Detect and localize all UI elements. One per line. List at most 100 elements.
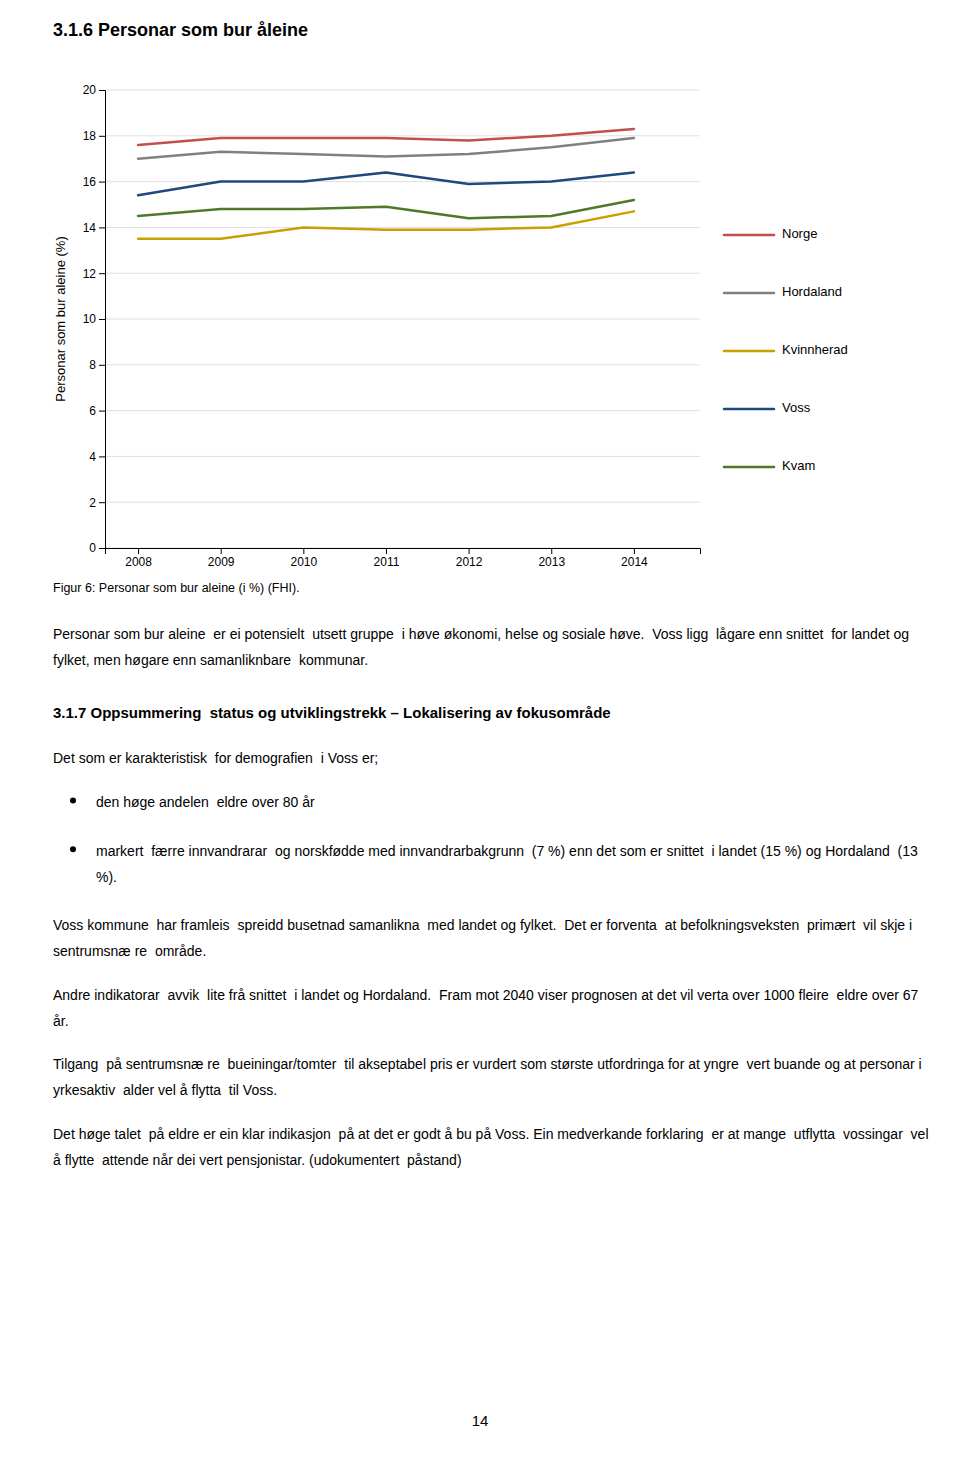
- x-tick: 2009: [208, 548, 235, 569]
- x-tick: 2008: [125, 548, 152, 569]
- legend: Norge Hordaland Kvinnherad Voss Kvam: [724, 226, 848, 473]
- legend-item: Kvinnherad: [724, 342, 848, 357]
- y-tick: 10: [83, 312, 105, 326]
- bullet-text: markert færre innvandrarar og norskfødde…: [96, 843, 918, 885]
- y-tick-mark: [99, 411, 105, 412]
- y-tick-mark: [99, 365, 105, 366]
- x-axis-line: [106, 549, 701, 555]
- page-number: 14: [472, 1412, 489, 1429]
- y-tick: 12: [83, 267, 105, 281]
- y-tick-label: 2: [89, 496, 96, 510]
- legend-label: Norge: [782, 226, 817, 241]
- y-axis: 0 2 4 6 8 10 12 14 16 18 20: [83, 83, 106, 555]
- x-tick-mark: [138, 548, 139, 554]
- x-tick-label: 2008: [125, 555, 152, 569]
- y-tick-label: 12: [83, 267, 97, 281]
- text-line: Andre indikatorar avvik lite frå snittet…: [53, 987, 919, 1003]
- background: [0, 0, 960, 1463]
- grid-line: [105, 410, 700, 411]
- y-tick-mark: [99, 182, 105, 183]
- y-tick-mark: [99, 136, 105, 137]
- x-tick: 2011: [374, 548, 400, 569]
- x-tick: 2010: [290, 548, 317, 569]
- y-tick-label: 20: [83, 83, 97, 97]
- legend-item: Kvam: [724, 458, 815, 473]
- legend-label: Kvinnherad: [782, 342, 848, 357]
- lines: [138, 129, 634, 239]
- chart-title: 3.1.6 Personar som bur åleine: [53, 20, 308, 40]
- series-line: [138, 200, 634, 218]
- y-tick-mark: [99, 502, 105, 503]
- x-tick-mark: [634, 548, 635, 554]
- paragraph: Tilgang på sentrumsnæ re bueiningar/tomt…: [53, 1056, 922, 1098]
- paragraph: Det høge talet på eldre er ein klar indi…: [53, 1126, 929, 1168]
- paragraph: Andre indikatorar avvik lite frå snittet…: [53, 987, 919, 1029]
- series-line: [138, 129, 634, 145]
- section-heading: 3.1.7 Oppsummering status og utviklingst…: [53, 704, 611, 721]
- chart: 2008200920102011201220132014024681012141…: [53, 83, 701, 568]
- grid-line: [105, 135, 700, 136]
- x-tick-mark: [221, 548, 222, 554]
- y-tick: 8: [89, 358, 105, 372]
- y-tick: 6: [89, 404, 105, 418]
- y-tick-label: 18: [83, 129, 97, 143]
- x-tick: 2014: [621, 548, 648, 569]
- x-tick-label: 2010: [290, 555, 317, 569]
- y-tick-label: 10: [83, 312, 97, 326]
- body-text: Personar som bur aleine er ei potensielt…: [53, 626, 929, 1168]
- bullet-marker: [70, 798, 76, 804]
- grid-line: [105, 227, 700, 228]
- y-tick: 2: [89, 496, 105, 510]
- text-line: Det høge talet på eldre er ein klar indi…: [53, 1126, 929, 1142]
- text-line: å flytte attende når dei vert pensjonist…: [53, 1152, 462, 1168]
- legend-item: Hordaland: [724, 284, 842, 299]
- y-tick: 16: [83, 175, 105, 189]
- grid-line: [105, 364, 700, 365]
- y-tick-label: 4: [89, 450, 96, 464]
- y-tick: 18: [83, 129, 105, 143]
- series-line: [138, 172, 634, 195]
- x-tick-label: 2011: [374, 555, 400, 569]
- y-tick: 0: [89, 541, 105, 555]
- text-line: Det som er karakteristisk for demografie…: [53, 750, 378, 766]
- y-tick-label: 14: [83, 221, 97, 235]
- y-tick-label: 0: [89, 541, 96, 555]
- y-tick: 14: [83, 221, 105, 235]
- text-line: sentrumsnæ re område.: [53, 943, 206, 959]
- paragraph: Det som er karakteristisk for demografie…: [53, 750, 378, 766]
- x-axis: 2008200920102011201220132014: [106, 548, 701, 569]
- text-line: år.: [53, 1013, 69, 1029]
- legend-swatch: [724, 234, 774, 237]
- text-line: %).: [96, 869, 117, 885]
- grid-line: [105, 319, 700, 320]
- legend-item: Norge: [724, 226, 817, 241]
- grid-line: [105, 90, 700, 91]
- grid: [105, 90, 700, 548]
- text-line: den høge andelen eldre over 80 år: [96, 794, 315, 810]
- series-line: [138, 138, 634, 159]
- y-tick-mark: [99, 273, 105, 274]
- x-tick-mark: [386, 548, 387, 554]
- text-line: 3.1.7 Oppsummering status og utviklingst…: [53, 704, 611, 721]
- y-axis-title: Personar som bur aleine (%): [53, 236, 68, 401]
- paragraph: Personar som bur aleine er ei potensielt…: [53, 626, 909, 668]
- legend-swatch: [724, 408, 774, 411]
- x-tick-label: 2014: [621, 555, 648, 569]
- legend-item: Voss: [724, 400, 811, 415]
- bullet-marker: [70, 846, 76, 852]
- grid-line: [105, 502, 700, 503]
- x-tick-mark: [303, 548, 304, 554]
- paragraph: Voss kommune har framleis spreidd busetn…: [53, 917, 912, 959]
- grid-line: [105, 456, 700, 457]
- legend-label: Hordaland: [782, 284, 842, 299]
- text-line: fylket, men høgare enn samanliknbare kom…: [53, 652, 368, 668]
- y-tick-label: 16: [83, 175, 97, 189]
- y-tick-mark: [99, 227, 105, 228]
- y-tick-mark: [99, 90, 105, 91]
- y-tick: 4: [89, 450, 105, 464]
- y-axis-line: [99, 91, 106, 549]
- text-line: markert færre innvandrarar og norskfødde…: [96, 843, 918, 859]
- grid-line: [105, 273, 700, 274]
- x-tick: 2012: [456, 548, 483, 569]
- legend-swatch: [724, 466, 774, 469]
